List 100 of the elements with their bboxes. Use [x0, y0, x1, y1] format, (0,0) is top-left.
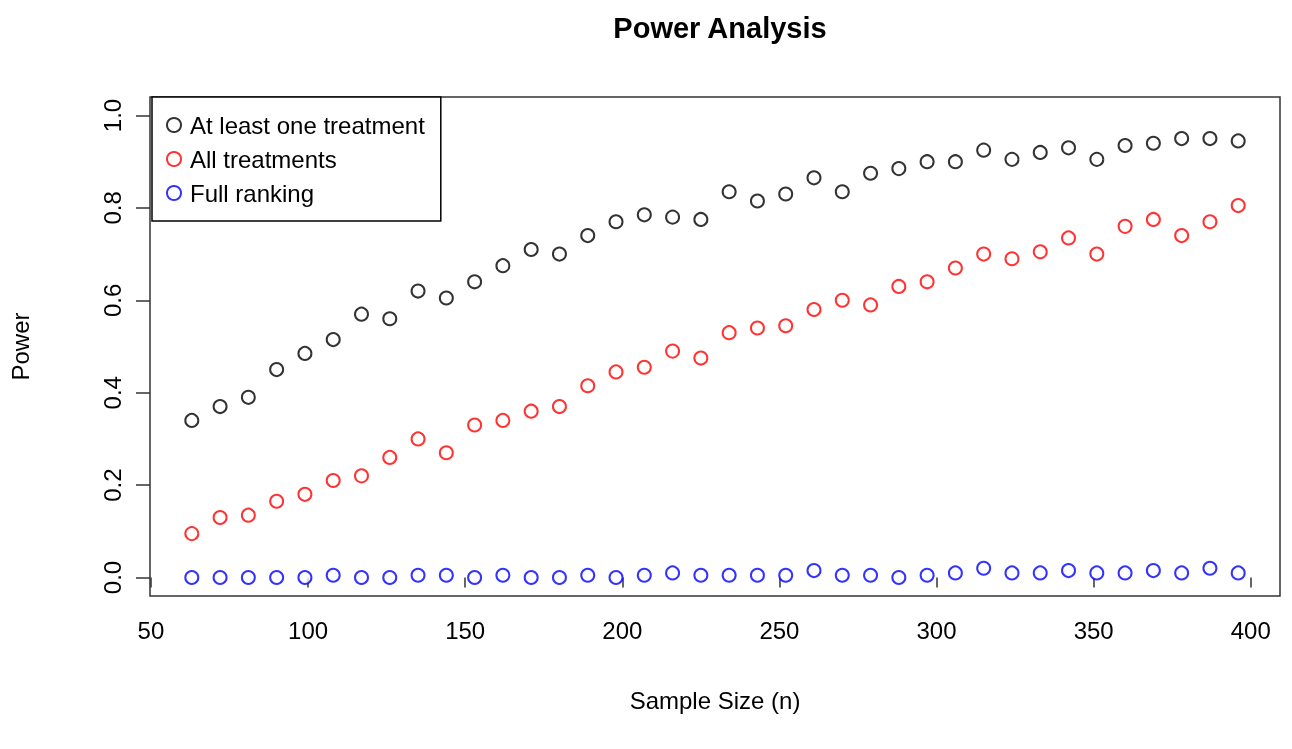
point	[665, 209, 681, 225]
point	[947, 154, 963, 170]
point	[665, 565, 681, 581]
y-tick-label: 0.2	[98, 468, 126, 502]
point	[891, 161, 907, 177]
point	[212, 509, 228, 525]
y-tick-label: 0.0	[98, 560, 126, 595]
point	[891, 570, 907, 586]
point	[1117, 218, 1133, 234]
point	[834, 292, 850, 308]
point	[665, 343, 681, 359]
point	[749, 567, 765, 583]
point	[1230, 198, 1246, 214]
point	[636, 207, 652, 223]
point	[608, 214, 624, 230]
point	[1202, 560, 1218, 576]
point	[891, 278, 907, 294]
legend-label: At least one treatment	[190, 111, 426, 139]
point	[495, 258, 511, 274]
point	[297, 345, 313, 361]
point	[354, 306, 369, 322]
point	[410, 283, 426, 299]
point	[721, 184, 737, 200]
y-axis-title: Power	[6, 312, 34, 381]
point	[863, 567, 879, 583]
point	[523, 403, 539, 419]
x-axis-title: Sample Size (n)	[629, 686, 801, 714]
point	[693, 567, 709, 583]
point	[240, 389, 256, 405]
point	[1117, 138, 1133, 154]
point	[580, 567, 596, 583]
point	[269, 493, 285, 509]
point	[919, 154, 935, 170]
x-tick-label: 200	[602, 616, 643, 644]
point	[325, 472, 341, 488]
y-tick-label: 1.0	[98, 98, 126, 133]
point	[495, 567, 511, 583]
point	[1032, 244, 1048, 260]
point	[354, 570, 369, 586]
point	[1089, 151, 1105, 167]
point	[438, 567, 454, 583]
point	[382, 311, 398, 327]
point	[976, 246, 992, 262]
point	[1089, 565, 1105, 581]
point	[580, 378, 596, 394]
point	[1202, 131, 1218, 147]
point	[184, 570, 200, 586]
point	[1117, 565, 1133, 581]
point	[863, 297, 879, 313]
point	[1230, 565, 1246, 581]
point	[269, 362, 285, 378]
point	[1004, 565, 1020, 581]
point	[1089, 246, 1105, 262]
y-tick-label: 0.4	[98, 376, 126, 410]
point	[438, 445, 454, 461]
point	[184, 412, 200, 428]
point	[1032, 144, 1048, 160]
point	[297, 486, 313, 502]
point	[580, 228, 596, 244]
point	[467, 274, 483, 290]
point	[919, 274, 935, 290]
point	[438, 290, 454, 306]
point	[325, 567, 341, 583]
point	[636, 567, 652, 583]
point	[1174, 228, 1190, 244]
point	[806, 302, 822, 318]
x-tick-label: 100	[288, 616, 329, 644]
point	[410, 431, 426, 447]
point	[778, 318, 794, 334]
point	[919, 567, 935, 583]
point	[551, 246, 567, 262]
point	[1202, 214, 1218, 230]
point	[749, 320, 765, 336]
y-tick-label: 0.8	[98, 191, 126, 225]
point	[1174, 565, 1190, 581]
x-tick-label: 350	[1073, 616, 1114, 644]
point	[947, 260, 963, 276]
point	[1004, 251, 1020, 267]
point	[551, 570, 567, 586]
point	[410, 567, 426, 583]
point	[721, 567, 737, 583]
point	[947, 565, 963, 581]
point	[551, 399, 567, 415]
point	[1145, 563, 1161, 579]
point	[834, 184, 850, 200]
point	[693, 211, 709, 227]
point	[382, 570, 398, 586]
point	[1004, 151, 1020, 167]
x-tick-label: 250	[759, 616, 800, 644]
point	[382, 449, 398, 465]
point	[806, 563, 822, 579]
point	[212, 399, 228, 415]
legend-label: Full ranking	[190, 179, 315, 207]
point	[778, 567, 794, 583]
y-tick-label: 0.6	[98, 283, 126, 317]
point	[523, 241, 539, 257]
point	[1145, 211, 1161, 227]
point	[1061, 563, 1077, 579]
point	[1145, 135, 1161, 151]
point	[608, 364, 624, 380]
